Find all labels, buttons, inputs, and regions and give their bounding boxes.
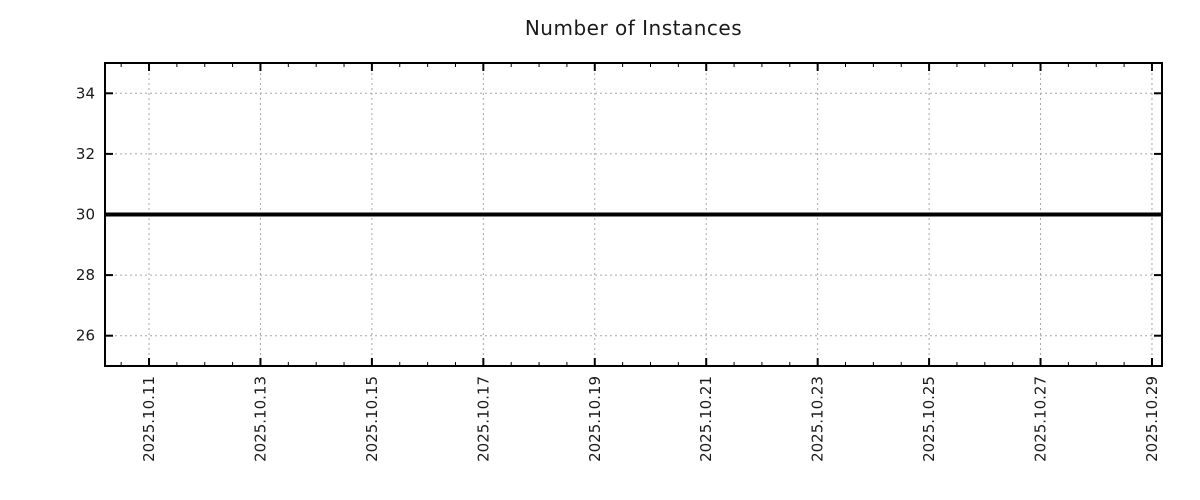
chart-title: Number of Instances	[524, 16, 743, 40]
x-tick-label: 2025.10.11	[140, 376, 158, 462]
y-tick-label: 34	[76, 84, 95, 102]
x-tick-label: 2025.10.21	[697, 376, 715, 462]
x-tick-label: 2025.10.13	[251, 376, 269, 462]
x-tick-label: 2025.10.15	[363, 376, 381, 462]
x-tick-labels: 2025.10.11 2025.10.13 2025.10.15 2025.10.17…	[140, 376, 1161, 462]
y-tick-label: 32	[76, 145, 95, 163]
plot-frame	[104, 62, 1163, 367]
axis-ticks	[105, 63, 1162, 366]
x-tick-label: 2025.10.29	[1143, 376, 1161, 462]
y-tick-labels: 26 28 30 32 34	[76, 84, 95, 344]
x-tick-label: 2025.10.25	[920, 376, 938, 462]
y-tick-label: 26	[76, 327, 95, 345]
x-tick-label: 2025.10.19	[586, 376, 604, 462]
x-tick-label: 2025.10.27	[1032, 376, 1050, 462]
plot-border	[104, 62, 1163, 367]
y-tick-label: 28	[76, 266, 95, 284]
x-tick-label: 2025.10.23	[809, 376, 827, 462]
x-tick-label: 2025.10.17	[474, 376, 492, 462]
y-tick-label: 30	[76, 206, 95, 224]
